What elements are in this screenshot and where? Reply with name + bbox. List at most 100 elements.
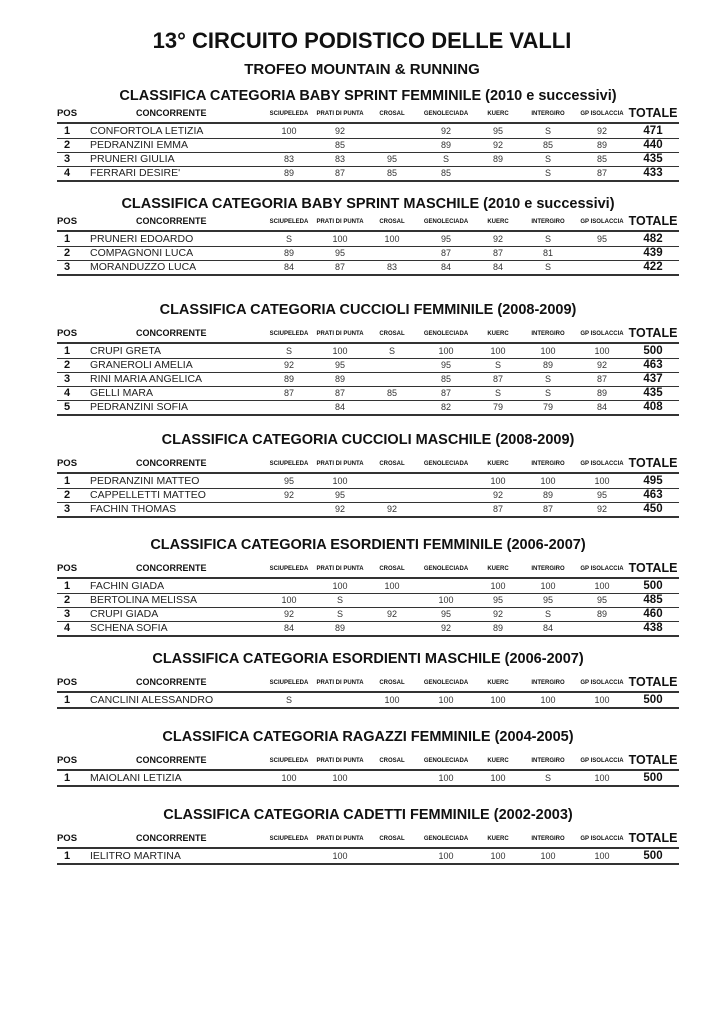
row-total: 495 bbox=[643, 475, 663, 487]
table-header: POS CONCORRENTE SCIUPELEDA PRATI DI PUNTA CR… bbox=[57, 673, 679, 693]
header-pos: POS bbox=[56, 563, 78, 574]
header-pos: POS bbox=[56, 458, 78, 469]
table-row: 5 PEDRANZINI SOFIA 84 82 79 79 84 408 bbox=[57, 401, 679, 416]
section-title: CLASSIFICA CATEGORIA BABY SPRINT MASCHIL… bbox=[121, 196, 615, 212]
row-score: 92 bbox=[386, 504, 398, 514]
row-score: 100 bbox=[332, 346, 348, 356]
header-name: CONCORRENTE bbox=[136, 563, 207, 573]
row-position: 3 bbox=[63, 261, 71, 273]
row-total: 422 bbox=[643, 261, 663, 273]
row-score: 92 bbox=[596, 360, 608, 370]
row-score: 100 bbox=[281, 595, 297, 605]
header-race: GENOLECIADA bbox=[423, 461, 469, 467]
row-position: 5 bbox=[63, 401, 71, 413]
row-score: 100 bbox=[332, 581, 348, 591]
row-position: 1 bbox=[63, 580, 71, 592]
header-pos: POS bbox=[56, 328, 78, 339]
header-race: CROSAL bbox=[379, 566, 405, 572]
table-row: 4 GELLI MARA 87 87 85 87 S S 89 435 bbox=[57, 387, 679, 401]
row-score: 84 bbox=[596, 402, 608, 412]
header-race: SCIUPELEDA bbox=[269, 331, 309, 337]
row-score: 87 bbox=[334, 262, 346, 272]
row-position: 1 bbox=[63, 772, 71, 784]
row-name: CONFORTOLA LETIZIA bbox=[90, 125, 204, 137]
row-score: S bbox=[544, 168, 552, 178]
row-score: 95 bbox=[334, 360, 346, 370]
row-position: 3 bbox=[63, 503, 71, 515]
row-score: 100 bbox=[490, 695, 506, 705]
table-row: 4 FERRARI DESIRE' 89 87 85 85 S 87 433 bbox=[57, 167, 679, 182]
header-race: PRATI DI PUNTA bbox=[316, 461, 364, 467]
row-score: 100 bbox=[540, 581, 556, 591]
header-pos: POS bbox=[56, 755, 78, 766]
row-score: 85 bbox=[542, 140, 554, 150]
row-score: 87 bbox=[334, 168, 346, 178]
header-pos: POS bbox=[56, 677, 78, 688]
row-score: 89 bbox=[334, 374, 346, 384]
row-score: 85 bbox=[386, 168, 398, 178]
header-race: INTERGIRO bbox=[531, 758, 565, 764]
row-score: 85 bbox=[386, 388, 398, 398]
row-score: 92 bbox=[440, 126, 452, 136]
row-total: 500 bbox=[643, 850, 663, 862]
row-score: 89 bbox=[542, 360, 554, 370]
row-score: S bbox=[544, 773, 552, 783]
header-race: INTERGIRO bbox=[531, 111, 565, 117]
row-score: S bbox=[388, 346, 396, 356]
row-score: 89 bbox=[283, 168, 295, 178]
row-name: PRUNERI GIULIA bbox=[90, 153, 175, 165]
row-score: S bbox=[544, 234, 552, 244]
row-score: S bbox=[285, 695, 293, 705]
row-score: 100 bbox=[540, 346, 556, 356]
row-position: 2 bbox=[63, 489, 71, 501]
row-position: 3 bbox=[63, 153, 71, 165]
header-total: TOTALE bbox=[628, 675, 678, 689]
row-position: 4 bbox=[63, 167, 71, 179]
row-score: S bbox=[494, 388, 502, 398]
header-total: TOTALE bbox=[628, 106, 678, 120]
row-score: 92 bbox=[440, 623, 452, 633]
table-header: POS CONCORRENTE SCIUPELEDA PRATI DI PUNTA CR… bbox=[57, 829, 679, 849]
header-race: GENOLECIADA bbox=[423, 836, 469, 842]
row-score: 100 bbox=[384, 234, 400, 244]
header-race: GENOLECIADA bbox=[423, 566, 469, 572]
table-row: 1 MAIOLANI LETIZIA 100 100 100 100 S 100 500 bbox=[57, 772, 679, 787]
row-score: S bbox=[544, 609, 552, 619]
header-race: SCIUPELEDA bbox=[269, 680, 309, 686]
header-race: INTERGIRO bbox=[531, 680, 565, 686]
header-race: KUERC bbox=[487, 758, 509, 764]
header-race: PRATI DI PUNTA bbox=[316, 566, 364, 572]
table-row: 2 GRANEROLI AMELIA 92 95 95 S 89 92 463 bbox=[57, 359, 679, 373]
row-score: 100 bbox=[594, 773, 610, 783]
row-total: 500 bbox=[643, 772, 663, 784]
row-score: 95 bbox=[492, 126, 504, 136]
row-score: 87 bbox=[440, 248, 452, 258]
row-score: 84 bbox=[440, 262, 452, 272]
row-score: 92 bbox=[386, 609, 398, 619]
table-row: 1 PEDRANZINI MATTEO 95 100 100 100 100 495 bbox=[57, 475, 679, 489]
row-score: 100 bbox=[594, 695, 610, 705]
header-name: CONCORRENTE bbox=[136, 677, 207, 687]
header-race: SCIUPELEDA bbox=[269, 461, 309, 467]
row-name: CRUPI GRETA bbox=[90, 345, 161, 357]
row-score: S bbox=[544, 262, 552, 272]
section-title: CLASSIFICA CATEGORIA ESORDIENTI FEMMINIL… bbox=[150, 537, 586, 553]
header-race: GP ISOLACCIA bbox=[580, 758, 624, 764]
row-position: 1 bbox=[63, 233, 71, 245]
header-race: GENOLECIADA bbox=[423, 331, 469, 337]
header-race: GENOLECIADA bbox=[423, 758, 469, 764]
row-score: 92 bbox=[283, 609, 295, 619]
row-name: PEDRANZINI MATTEO bbox=[90, 475, 200, 487]
header-race: GP ISOLACCIA bbox=[580, 461, 624, 467]
header-race: GP ISOLACCIA bbox=[580, 331, 624, 337]
row-score: 92 bbox=[492, 140, 504, 150]
row-score: 92 bbox=[492, 609, 504, 619]
row-score: 87 bbox=[440, 388, 452, 398]
row-score: 100 bbox=[384, 695, 400, 705]
table-row: 1 PRUNERI EDOARDO S 100 100 95 92 S 95 482 bbox=[57, 233, 679, 247]
row-position: 1 bbox=[63, 694, 71, 706]
row-score: 100 bbox=[490, 851, 506, 861]
row-score: 100 bbox=[332, 234, 348, 244]
row-name: SCHENA SOFIA bbox=[90, 622, 168, 634]
row-score: S bbox=[336, 595, 344, 605]
